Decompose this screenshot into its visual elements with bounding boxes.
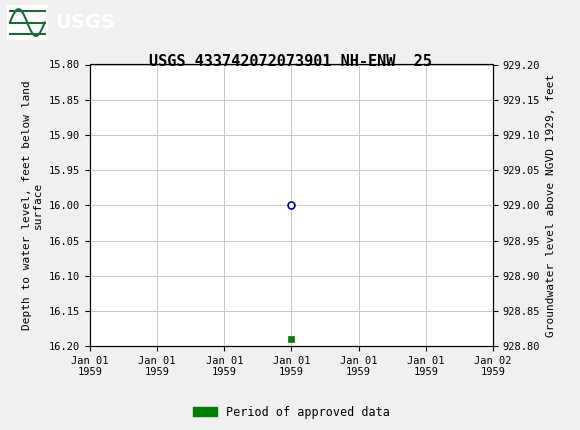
Y-axis label: Groundwater level above NGVD 1929, feet: Groundwater level above NGVD 1929, feet [546,74,556,337]
Y-axis label: Depth to water level, feet below land
surface: Depth to water level, feet below land su… [22,80,44,330]
FancyBboxPatch shape [7,6,48,40]
Text: USGS: USGS [55,13,115,32]
Text: USGS 433742072073901 NH-ENW  25: USGS 433742072073901 NH-ENW 25 [148,54,432,69]
Legend: Period of approved data: Period of approved data [188,401,394,423]
